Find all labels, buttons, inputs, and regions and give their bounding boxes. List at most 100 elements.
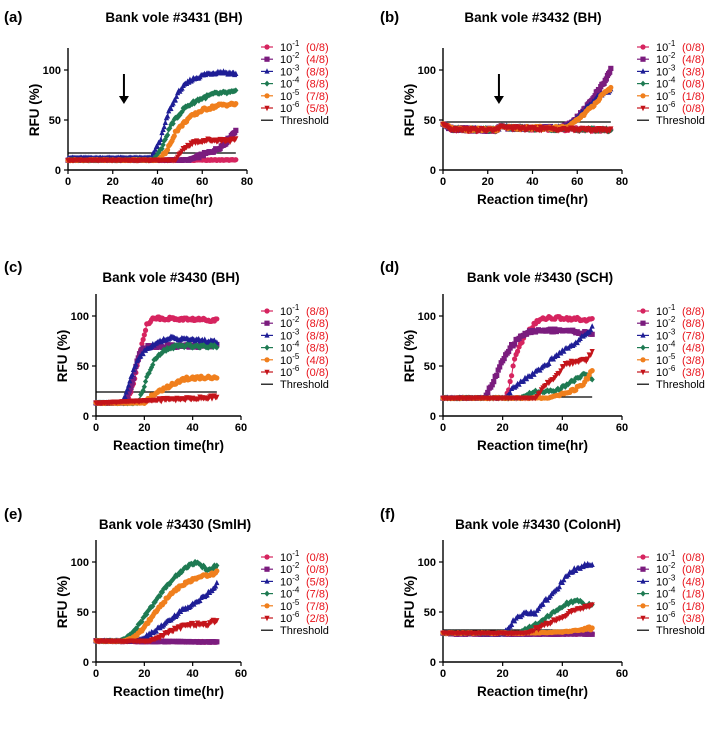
legend-marker xyxy=(264,93,270,99)
legend-count: (0/8) xyxy=(682,79,705,91)
legend-marker xyxy=(640,105,646,112)
data-point xyxy=(150,361,156,368)
chart-panel-5: (e)Bank vole #3430 (SmlH)0 20 40 60050100Re… xyxy=(4,506,329,699)
data-point xyxy=(543,614,549,621)
x-tick-label: 40 xyxy=(556,422,568,434)
x-axis-label: Reaction time(hr) xyxy=(477,192,588,207)
data-point xyxy=(558,368,564,374)
legend-label: 10-2 xyxy=(656,315,676,330)
data-point xyxy=(142,378,149,385)
legend-marker xyxy=(264,615,270,622)
data-point xyxy=(537,619,543,626)
legend-marker xyxy=(640,590,646,597)
data-point xyxy=(214,579,220,586)
x-axis-label: Reaction time(hr) xyxy=(477,438,588,453)
legend-marker xyxy=(640,344,646,351)
y-tick-label: 100 xyxy=(418,65,436,77)
data-point xyxy=(509,621,515,627)
data-point xyxy=(528,373,534,379)
data-point xyxy=(140,350,146,357)
legend-count: (8/8) xyxy=(682,306,705,318)
data-point xyxy=(555,352,561,358)
data-point xyxy=(168,105,174,111)
legend-count: (8/8) xyxy=(306,79,329,91)
data-point xyxy=(127,377,133,384)
legend-marker xyxy=(264,105,270,112)
legend-count: (7/8) xyxy=(306,589,329,601)
data-point xyxy=(531,371,537,377)
data-point xyxy=(511,356,518,362)
chart-title: Bank vole #3430 (ColonH) xyxy=(455,517,621,532)
data-point xyxy=(214,375,220,381)
legend-label: 10-4 xyxy=(656,340,676,355)
legend-label: 10-4 xyxy=(280,586,300,601)
arrow-indicator xyxy=(118,74,129,104)
legend-count: (3/8) xyxy=(682,613,705,625)
data-point xyxy=(491,379,497,385)
x-tick-label: 60 xyxy=(616,668,628,680)
data-point xyxy=(520,124,527,130)
data-point xyxy=(523,375,530,382)
legend-marker xyxy=(264,590,270,597)
data-point xyxy=(506,348,512,355)
data-point xyxy=(589,331,595,337)
legend-count: (4/8) xyxy=(682,576,705,588)
data-point xyxy=(154,143,161,150)
legend-marker xyxy=(640,93,646,99)
x-tick-label: 60 xyxy=(235,422,247,434)
panel-label: (b) xyxy=(380,9,399,26)
legend-marker xyxy=(264,603,270,609)
y-tick-label: 100 xyxy=(418,557,436,569)
data-point xyxy=(233,136,239,142)
data-point xyxy=(514,348,521,354)
y-axis-label: RFU (%) xyxy=(402,330,417,383)
data-point xyxy=(585,376,591,382)
data-point xyxy=(512,341,518,347)
legend-label: 10-6 xyxy=(656,610,676,625)
data-point xyxy=(494,372,500,378)
legend-count: (0/8) xyxy=(682,42,705,54)
data-point xyxy=(589,625,595,631)
data-point xyxy=(589,376,595,383)
data-point xyxy=(565,601,571,608)
data-point xyxy=(140,336,146,343)
data-point xyxy=(133,361,139,367)
x-tick-label: 40 xyxy=(526,176,538,188)
legend-marker xyxy=(264,369,270,376)
legend-label: 10-3 xyxy=(280,327,300,342)
data-point xyxy=(233,157,239,163)
legend-count: (4/8) xyxy=(682,343,705,355)
data-point xyxy=(135,356,141,362)
chart-panel-6: (f)Bank vole #3430 (ColonH)0 20 40 60050100… xyxy=(380,506,705,699)
legend-marker xyxy=(264,566,270,572)
data-point xyxy=(501,355,507,362)
legend-count: (0/8) xyxy=(306,42,329,54)
data-point xyxy=(597,87,603,93)
legend-marker xyxy=(264,554,270,560)
data-point xyxy=(520,378,527,384)
legend-threshold-label: Threshold xyxy=(280,379,329,391)
y-tick-label: 50 xyxy=(424,115,436,127)
chart-title: Bank vole #3430 (SmlH) xyxy=(99,517,251,532)
data-point xyxy=(196,155,202,161)
legend-marker xyxy=(264,56,270,62)
data-point xyxy=(164,131,171,138)
legend-count: (8/8) xyxy=(306,318,329,330)
data-point xyxy=(516,381,522,387)
data-point xyxy=(173,93,180,99)
data-point xyxy=(553,387,559,394)
data-point xyxy=(141,383,147,390)
legend-marker xyxy=(640,603,646,609)
chart-title: Bank vole #3431 (BH) xyxy=(105,10,242,25)
x-tick-label: 20 xyxy=(497,668,509,680)
data-point xyxy=(123,389,129,395)
series-4 xyxy=(93,341,220,407)
data-point xyxy=(171,133,177,139)
legend-marker xyxy=(264,357,270,363)
legend-count: (8/8) xyxy=(306,306,329,318)
data-point xyxy=(608,84,614,91)
data-point xyxy=(562,602,568,609)
legend-marker xyxy=(640,578,646,584)
series-6 xyxy=(93,393,220,407)
